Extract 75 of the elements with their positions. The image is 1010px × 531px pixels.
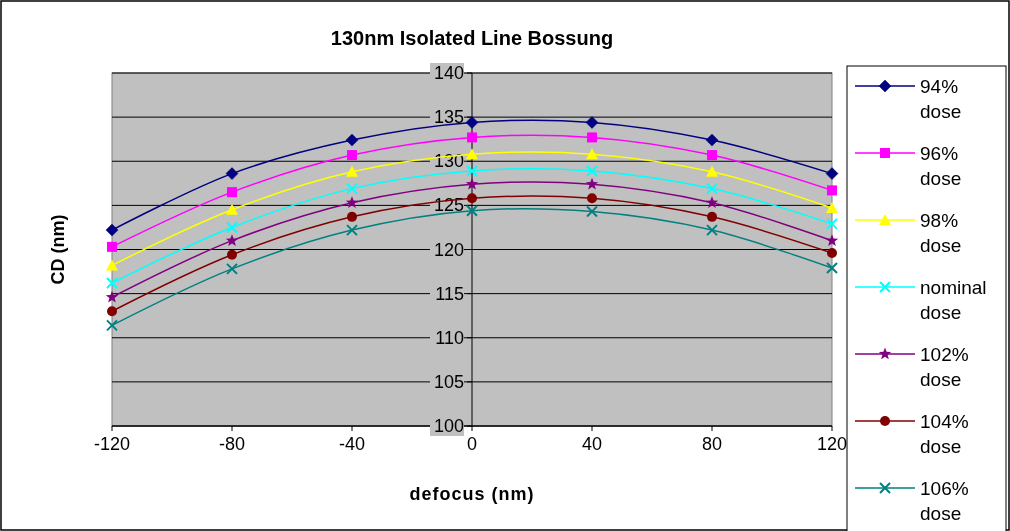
point: [826, 262, 838, 275]
point: [227, 187, 237, 198]
point: [826, 202, 838, 214]
y-tick-label: 125: [433, 195, 464, 216]
x-tick-label: 0: [466, 434, 478, 454]
point: [465, 177, 479, 190]
point: [587, 132, 597, 143]
point: [105, 290, 119, 303]
point: [347, 150, 357, 161]
point: [226, 262, 238, 275]
y-tick-label: 110: [435, 327, 464, 348]
legend-label: 94% dose: [920, 76, 962, 122]
x-axis-title: defocus (nm): [409, 484, 535, 504]
legend-label: nominal dose: [920, 277, 987, 323]
point: [585, 116, 599, 129]
point: [586, 148, 598, 160]
point: [107, 241, 117, 252]
point: [465, 116, 479, 129]
point: [345, 196, 359, 208]
y-axis-title: CD (nm): [48, 214, 68, 285]
y-tick-label: 100: [433, 416, 464, 436]
point: [466, 148, 478, 160]
y-tick-label: 140: [433, 63, 464, 83]
point: [105, 223, 119, 237]
y-tick-label: 120: [433, 239, 464, 260]
x-tick-label: -120: [93, 434, 131, 454]
point: [225, 167, 239, 180]
legend-label: 98% dose: [920, 210, 962, 256]
point: [827, 248, 837, 259]
x-tick-label: 120: [816, 434, 848, 454]
point: [705, 196, 719, 208]
point: [826, 217, 838, 230]
point: [705, 133, 719, 147]
y-tick-label: 105: [433, 371, 464, 392]
legend-label: 106% dose: [920, 478, 969, 524]
point: [586, 205, 598, 218]
legend-label: 96% dose: [920, 143, 962, 189]
point: [706, 182, 718, 195]
point: [825, 167, 839, 180]
point: [347, 211, 357, 222]
point: [706, 224, 718, 237]
x-tick-label: -40: [338, 434, 366, 454]
point: [586, 164, 598, 177]
point: [467, 193, 477, 204]
point: [706, 165, 718, 177]
point: [707, 211, 717, 222]
point: [707, 150, 717, 161]
point: [107, 306, 117, 317]
point: [346, 182, 358, 195]
y-tick-label: 130: [433, 151, 464, 172]
y-tick-label: 115: [435, 283, 464, 304]
legend-label: 104% dose: [920, 411, 969, 457]
point: [106, 319, 118, 332]
point: [106, 259, 118, 271]
point: [467, 132, 477, 143]
point: [106, 277, 118, 290]
point: [466, 164, 478, 177]
point: [585, 177, 599, 190]
point: [226, 221, 238, 234]
y-tick-label: 135: [433, 107, 464, 128]
x-tick-label: 40: [581, 434, 603, 454]
point: [587, 193, 597, 204]
point: [825, 234, 839, 246]
point: [226, 203, 238, 215]
point: [827, 185, 837, 196]
point: [225, 234, 239, 246]
point: [345, 133, 359, 147]
point: [227, 249, 237, 260]
x-tick-label: 80: [701, 434, 723, 454]
x-tick-label: -80: [218, 434, 246, 454]
point: [346, 165, 358, 177]
point: [466, 204, 478, 217]
point: [346, 224, 358, 237]
legend-label: 102% dose: [920, 344, 969, 390]
chart-title: 130nm Isolated Line Bossung: [330, 27, 614, 49]
